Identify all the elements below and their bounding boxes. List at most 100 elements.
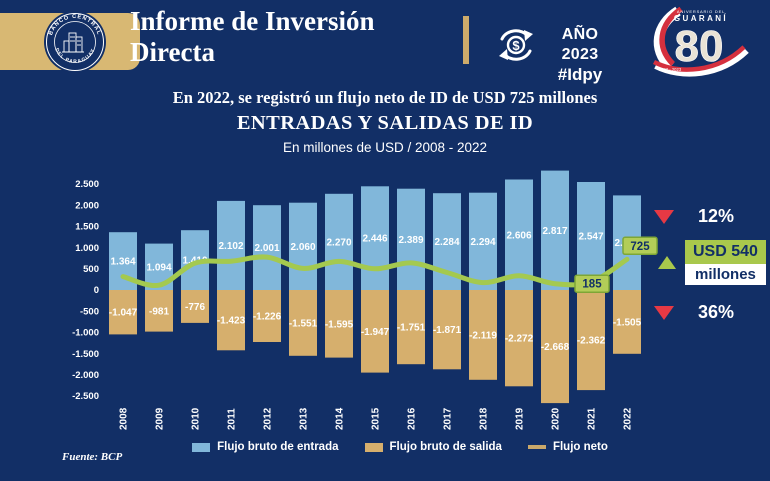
bar-value-label: -1.047 (109, 308, 138, 319)
bar-value-label: -981 (149, 306, 169, 317)
inflow-bar (541, 170, 569, 290)
x-axis-year-label: 2009 (155, 407, 166, 430)
legend-label-entrada: Flujo bruto de entrada (217, 441, 339, 453)
legend-item-entrada: Flujo bruto de entrada (192, 441, 339, 453)
bar-value-label: -776 (185, 302, 205, 313)
outflow-bar (217, 290, 245, 351)
inflow-bar (289, 202, 317, 290)
bar-value-label: 2.284 (434, 237, 459, 248)
x-axis-year-label: 2011 (227, 408, 238, 430)
x-axis-year-label: 2014 (335, 407, 346, 430)
outflow-bar (361, 290, 389, 373)
x-axis-year-label: 2013 (299, 407, 310, 430)
x-axis-year-label: 2021 (587, 407, 598, 430)
bar-value-label: 2.270 (326, 237, 351, 248)
net-flow-amount: USD 540 (685, 240, 766, 264)
bar-value-label: -1.871 (433, 325, 462, 336)
net-flow-annotation: USD 540 millones (658, 240, 766, 285)
bar-value-label: 2.446 (362, 234, 387, 245)
outflow-bar (541, 290, 569, 404)
report-title-line1: Informe de Inversión (130, 6, 375, 36)
outflow-swatch-icon (364, 442, 383, 452)
net-point-label: 185 (582, 279, 602, 291)
y-axis-tick-label: -1.000 (72, 328, 99, 339)
anniversary-years: 1943 - 2023 (659, 67, 682, 72)
net-point-label: 725 (630, 241, 650, 253)
inflow-change-annotation: 12% (654, 206, 734, 227)
arrow-up-icon (658, 256, 676, 269)
x-axis-year-label: 2012 (263, 407, 274, 430)
bar-value-label: 2.547 (578, 232, 603, 243)
guarani-80-anniversary-logo: ANIVERSARIO DEL GUARANÍ 80 1943 - 2023 (652, 6, 749, 77)
chart-subtitle: En millones de USD / 2008 - 2022 (282, 140, 488, 155)
bar-value-label: -1.226 (253, 312, 282, 323)
bar-value-label: 2.389 (398, 235, 423, 246)
inflow-bar (361, 186, 389, 290)
bcp-seal-logo: BANCO CENTRAL DEL PARAGUAY (44, 11, 106, 73)
headline: En 2022, se registró un flujo neto de ID… (172, 88, 598, 107)
bar-value-label: 1.364 (110, 257, 135, 268)
y-axis-tick-label: -2.500 (72, 391, 99, 402)
header-divider (463, 16, 469, 64)
anniversary-name: GUARANÍ (674, 14, 728, 23)
arrow-down-icon (654, 209, 674, 224)
net-flow-boxes: USD 540 millones (685, 240, 766, 285)
outflow-bar (577, 290, 605, 391)
x-axis-year-label: 2019 (515, 407, 526, 430)
bar-value-label: 2.817 (542, 226, 567, 237)
inflow-bar (397, 188, 425, 290)
chart-legend: Flujo bruto de entrada Flujo bruto de sa… (30, 441, 770, 453)
bar-value-label: 2.102 (218, 241, 243, 252)
y-axis-tick-label: -2.000 (72, 370, 99, 381)
y-axis-tick-label: 500 (83, 264, 99, 275)
inflow-swatch-icon (192, 442, 211, 452)
dollar-sign-glyph: $ (512, 38, 520, 53)
y-axis-tick-label: -500 (80, 306, 99, 317)
outflow-bar (181, 290, 209, 323)
bar-value-label: -2.272 (505, 334, 534, 345)
x-axis-year-label: 2010 (191, 407, 202, 430)
year-badge: AÑO 2023 #Idpy (544, 25, 616, 85)
inflow-bar (505, 179, 533, 290)
x-axis-year-label: 2022 (623, 407, 634, 430)
legend-label-neto: Flujo neto (552, 441, 608, 453)
legend-item-neto: Flujo neto (527, 441, 608, 453)
x-axis-year-label: 2015 (371, 407, 382, 430)
entradas-salidas-chart: 1.364-1.04720081.094-98120091.410-776201… (72, 170, 658, 430)
anniversary-top-text: ANIVERSARIO DEL (677, 9, 725, 14)
net-flow-unit: millones (685, 264, 766, 285)
outflow-bar (253, 290, 281, 342)
inflow-bar (253, 205, 281, 290)
year-badge-year: AÑO 2023 (561, 26, 599, 63)
bar-value-label: 2.606 (506, 230, 531, 241)
y-axis-tick-label: 2.000 (75, 200, 99, 211)
inflow-bar (325, 193, 353, 290)
x-axis-year-label: 2020 (551, 407, 562, 430)
bar-value-label: 2.060 (290, 242, 315, 253)
bar-value-label: -2.362 (577, 336, 606, 347)
y-axis-tick-label: 1.500 (75, 222, 99, 233)
bar-value-label: -1.947 (361, 327, 390, 338)
bar-value-label: 2.294 (470, 237, 495, 248)
anniversary-number: 80 (675, 22, 724, 71)
outflow-bar (397, 290, 425, 365)
y-axis-tick-label: 1.000 (75, 243, 99, 254)
outflow-bar (109, 290, 137, 335)
bar-value-label: -2.119 (469, 330, 497, 341)
source-note: Fuente: BCP (62, 451, 123, 463)
inflow-change-value: 12% (698, 206, 735, 226)
inflow-bar (217, 200, 245, 290)
net-point-label-box (574, 274, 610, 293)
legend-label-salida: Flujo bruto de salida (389, 441, 502, 453)
outflow-bar (613, 290, 641, 354)
year-badge-hashtag: #Idpy (557, 65, 603, 84)
currency-cycle-icon: $ (499, 29, 533, 61)
outflow-bar (325, 290, 353, 358)
bar-value-label: -1.751 (397, 323, 426, 334)
bar-value-label: -1.423 (217, 316, 246, 327)
outflow-change-annotation: 36% (654, 302, 734, 323)
y-axis-tick-label: -1.500 (72, 349, 99, 360)
y-axis-tick-label: 2.500 (75, 179, 99, 190)
bar-value-label: -2.668 (541, 342, 570, 353)
